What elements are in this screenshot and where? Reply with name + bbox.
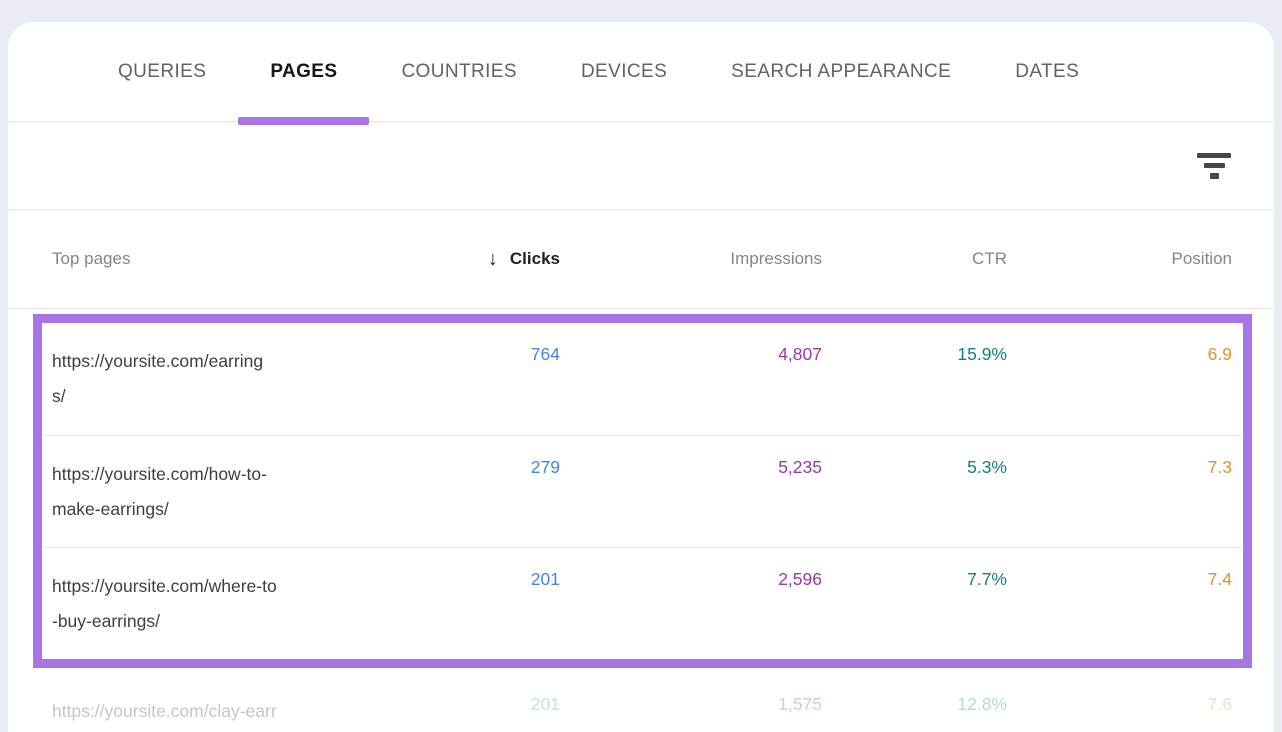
sort-descending-arrow-icon: ↓ — [487, 247, 498, 270]
page-url-link[interactable]: https://yoursite.com/how-to- make-earrin… — [52, 464, 267, 519]
page-url-link[interactable]: https://yoursite.com/where-to -buy-earri… — [52, 576, 277, 631]
impressions-value: 1,575 — [778, 694, 822, 714]
dimension-tabs: QUERIES PAGES COUNTRIES DEVICES SEARCH A… — [8, 22, 1274, 125]
clicks-value: 201 — [530, 694, 560, 714]
clicks-value: 201 — [530, 569, 560, 589]
column-header-clicks-label: Clicks — [509, 249, 560, 268]
table-row[interactable]: https://yoursite.com/where-to -buy-earri… — [42, 547, 1243, 659]
tab-queries-label: QUERIES — [118, 60, 207, 82]
column-header-top-pages[interactable]: Top pages — [52, 249, 131, 268]
report-card: QUERIES PAGES COUNTRIES DEVICES SEARCH A… — [8, 22, 1274, 732]
ctr-value: 5.3% — [967, 457, 1007, 477]
clicks-value: 279 — [530, 457, 560, 477]
column-header-position[interactable]: Position — [1171, 249, 1232, 268]
tab-search-appearance[interactable]: SEARCH APPEARANCE — [699, 22, 983, 121]
ctr-value: 12.8% — [957, 694, 1007, 714]
column-header-clicks[interactable]: ↓ Clicks — [402, 248, 560, 271]
tab-queries[interactable]: QUERIES — [86, 22, 238, 121]
tab-countries[interactable]: COUNTRIES — [369, 22, 549, 121]
impressions-value: 5,235 — [778, 457, 822, 477]
page-url-link[interactable]: https://yoursite.com/earring s/ — [52, 351, 264, 406]
tab-search-appearance-label: SEARCH APPEARANCE — [731, 60, 952, 82]
table-row[interactable]: https://yoursite.com/earring s/ 764 4,80… — [42, 323, 1243, 435]
column-header-impressions[interactable]: Impressions — [730, 249, 822, 268]
position-value: 7.3 — [1207, 457, 1232, 477]
table-toolbar — [8, 122, 1274, 210]
position-value: 6.9 — [1207, 344, 1232, 364]
active-tab-underline — [238, 117, 370, 125]
position-value: 7.4 — [1207, 569, 1232, 589]
impressions-value: 2,596 — [778, 569, 822, 589]
ctr-value: 15.9% — [957, 344, 1007, 364]
tab-countries-label: COUNTRIES — [401, 60, 517, 82]
table-header-row: Top pages ↓ Clicks Impressions CTR Posit… — [8, 210, 1274, 309]
ctr-value: 7.7% — [967, 569, 1007, 589]
tab-dates-label: DATES — [1015, 60, 1080, 82]
tab-devices[interactable]: DEVICES — [549, 22, 699, 121]
tab-devices-label: DEVICES — [580, 60, 668, 82]
position-value: 7.6 — [1207, 694, 1232, 714]
tab-pages-label: PAGES — [270, 60, 338, 82]
filter-button[interactable] — [1196, 151, 1232, 181]
impressions-value: 4,807 — [778, 344, 822, 364]
table-row[interactable]: https://yoursite.com/clay-earr 201 1,575… — [8, 668, 1274, 732]
page-url-link[interactable]: https://yoursite.com/clay-earr — [52, 701, 277, 721]
table-row[interactable]: https://yoursite.com/how-to- make-earrin… — [42, 435, 1243, 547]
tab-pages[interactable]: PAGES — [238, 22, 370, 125]
column-header-ctr[interactable]: CTR — [972, 249, 1007, 268]
tab-dates[interactable]: DATES — [983, 22, 1111, 121]
highlight-annotation-box: https://yoursite.com/earring s/ 764 4,80… — [33, 314, 1252, 668]
clicks-value: 764 — [530, 344, 560, 364]
